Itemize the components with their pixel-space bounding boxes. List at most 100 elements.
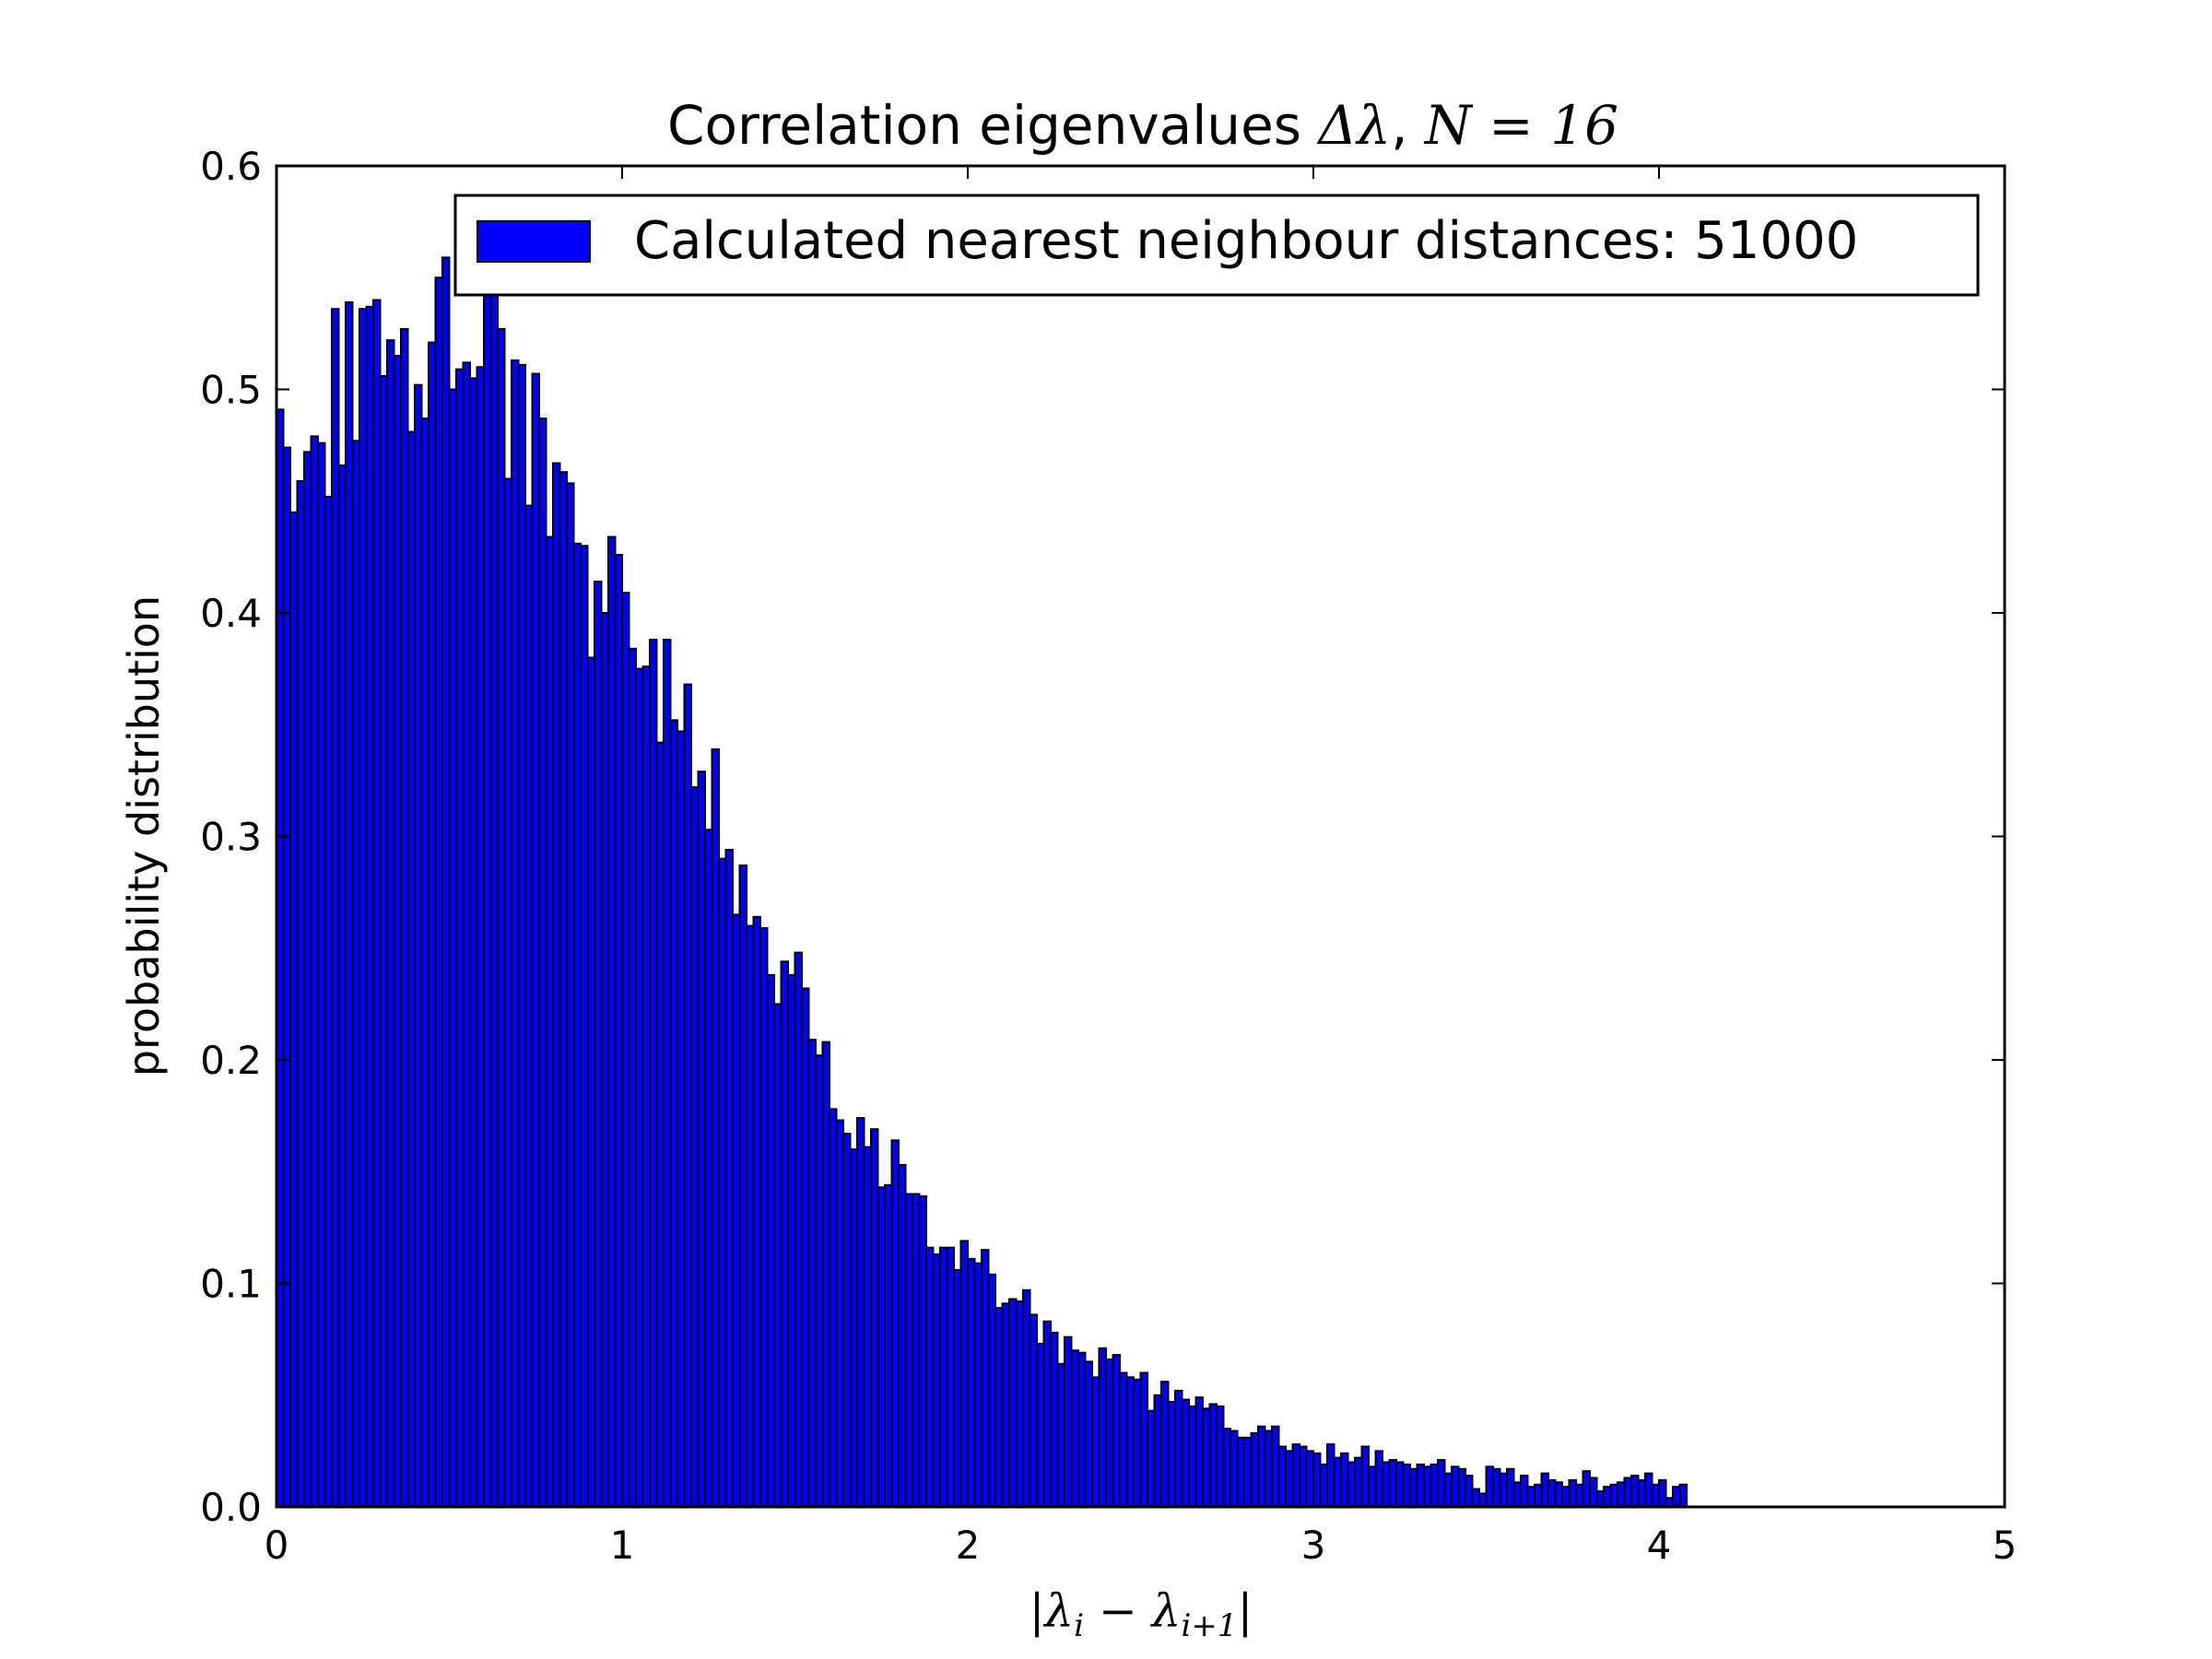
histogram-bar xyxy=(1056,1362,1065,1509)
histogram-bar xyxy=(393,355,402,1509)
histogram-bar xyxy=(1374,1450,1383,1509)
histogram-bar xyxy=(925,1246,935,1508)
histogram-bar xyxy=(476,366,485,1508)
histogram-bar xyxy=(746,924,755,1508)
histogram-bar xyxy=(677,730,686,1508)
histogram-bar xyxy=(469,377,478,1509)
histogram-bar xyxy=(572,542,582,1509)
histogram-bar xyxy=(1312,1452,1322,1509)
histogram-bar xyxy=(1230,1430,1239,1509)
histogram-bar xyxy=(953,1268,962,1508)
histogram-bar xyxy=(912,1193,921,1508)
x-tick-label: 1 xyxy=(610,1523,635,1568)
histogram-bar xyxy=(400,328,409,1508)
histogram-bar xyxy=(600,612,609,1508)
histogram-bar xyxy=(759,926,769,1508)
histogram-bar xyxy=(441,256,451,1508)
legend: Calculated nearest neighbour distances: … xyxy=(453,194,1980,297)
histogram-bar xyxy=(1451,1465,1460,1508)
histogram-bar xyxy=(690,786,700,1508)
histogram-bar xyxy=(939,1246,948,1508)
histogram-bar xyxy=(1147,1409,1156,1508)
histogram-bar xyxy=(1465,1475,1474,1509)
histogram-bar xyxy=(649,639,658,1508)
histogram-bar xyxy=(1382,1461,1391,1508)
axis-ticks xyxy=(276,165,2006,1508)
histogram-bar xyxy=(904,1193,913,1508)
histogram-bar xyxy=(1595,1490,1605,1509)
histogram-bar xyxy=(1499,1472,1508,1509)
histogram-bar xyxy=(842,1133,852,1509)
histogram-bar xyxy=(994,1307,1004,1509)
chart-title: Correlation eigenvalues Δλ, N = 16 xyxy=(667,94,1618,157)
histogram-bar xyxy=(1672,1486,1681,1509)
histogram-bar xyxy=(1609,1483,1618,1508)
histogram-bar xyxy=(1008,1298,1018,1508)
histogram-bar xyxy=(1561,1486,1571,1509)
histogram-bar xyxy=(1534,1483,1543,1508)
y-tick-label: 0.5 xyxy=(200,368,262,413)
histogram-bar xyxy=(1416,1463,1425,1509)
histogram-bar xyxy=(973,1262,982,1509)
histogram-bar xyxy=(1264,1430,1273,1509)
histogram-bar xyxy=(1395,1461,1405,1508)
x-axis-label-close: | xyxy=(1237,1584,1253,1638)
histogram-bar xyxy=(1492,1467,1501,1509)
histogram-bar xyxy=(1098,1347,1107,1508)
histogram-bar xyxy=(773,1003,782,1509)
histogram-bar xyxy=(959,1240,969,1509)
histogram-bar xyxy=(614,553,623,1509)
chart-title-text: Correlation eigenvalues xyxy=(667,94,1318,157)
histogram-bar xyxy=(1319,1463,1328,1509)
histogram-bar xyxy=(621,592,630,1508)
histogram-bar xyxy=(455,368,465,1508)
histogram-bar xyxy=(1305,1450,1314,1509)
histogram-bar xyxy=(1105,1358,1114,1508)
histogram-bar xyxy=(967,1257,976,1508)
histogram-bar xyxy=(1160,1381,1170,1508)
histogram-bar xyxy=(1202,1407,1211,1509)
histogram-bar xyxy=(635,667,644,1509)
histogram-bar xyxy=(1347,1461,1356,1508)
histogram-bar xyxy=(807,1039,817,1509)
histogram-bar xyxy=(1457,1467,1466,1509)
histogram-bar xyxy=(732,913,741,1508)
histogram-bar xyxy=(1167,1401,1176,1509)
histogram-bar xyxy=(1617,1481,1626,1508)
histogram-bar xyxy=(552,462,561,1508)
histogram-bar xyxy=(918,1194,927,1509)
histogram-bar xyxy=(780,960,789,1509)
histogram-bar xyxy=(517,363,526,1509)
histogram-bar xyxy=(794,951,803,1508)
histogram-bar xyxy=(1388,1459,1397,1508)
histogram-bar xyxy=(870,1128,879,1509)
histogram-bar xyxy=(566,482,575,1508)
legend-label: Calculated nearest neighbour distances: … xyxy=(634,211,1858,271)
x-tick-label: 3 xyxy=(1301,1523,1326,1568)
histogram-bar xyxy=(752,915,761,1508)
histogram-bar xyxy=(1603,1486,1612,1509)
histogram-bar xyxy=(559,471,568,1508)
histogram-bar xyxy=(372,299,382,1508)
histogram-bar xyxy=(711,747,720,1508)
tick-labels: 0 1 2 3 4 5 0.0 0.1 0.2 0.3 0.4 0.5 0.6 xyxy=(200,144,2017,1568)
histogram-bar xyxy=(317,441,326,1509)
histogram-bar xyxy=(801,987,810,1508)
histogram-bar xyxy=(1050,1331,1059,1508)
histogram-bar xyxy=(524,504,534,1508)
histogram-bar xyxy=(1042,1320,1052,1508)
histogram-bar xyxy=(1485,1465,1494,1508)
histogram-bar xyxy=(987,1273,996,1509)
histogram-bar xyxy=(724,849,734,1508)
histogram-bar xyxy=(1409,1467,1418,1509)
histogram-bar xyxy=(545,535,554,1508)
histogram-bar xyxy=(1623,1477,1632,1508)
histogram-bar xyxy=(1271,1425,1280,1508)
histogram-bar xyxy=(863,1146,872,1508)
histogram-bar xyxy=(1285,1450,1294,1509)
histogram-bar xyxy=(1637,1478,1646,1509)
histogram-bar xyxy=(1181,1398,1190,1508)
histogram-bar xyxy=(1644,1472,1653,1509)
chart-title-n: N xyxy=(1423,94,1474,157)
histogram-bar xyxy=(1222,1428,1231,1509)
